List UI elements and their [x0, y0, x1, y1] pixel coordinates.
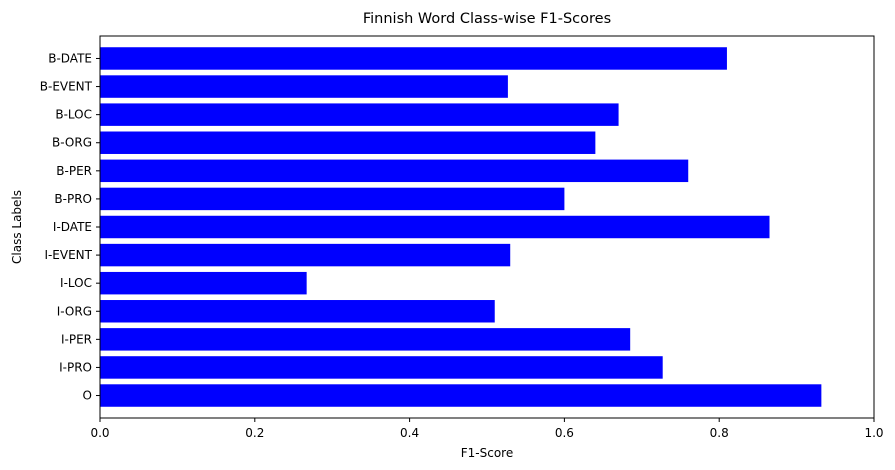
x-axis-label: F1-Score [461, 446, 513, 460]
y-tick-label: B-DATE [48, 51, 92, 65]
y-tick-label: O [83, 389, 92, 403]
bar-b-event [100, 75, 508, 98]
bar-i-event [100, 243, 511, 267]
y-tick-label: I-ORG [57, 304, 92, 318]
bar-o [100, 384, 822, 407]
bar-b-pro [100, 187, 565, 211]
y-tick-label: B-PRO [54, 192, 92, 206]
y-tick-label: B-PER [56, 164, 92, 178]
plot-area-frame [99, 35, 875, 419]
bar-b-date [100, 47, 727, 70]
y-tick-label: B-ORG [52, 136, 92, 150]
bar-i-loc [100, 271, 307, 295]
y-tick-label: I-PRO [59, 360, 92, 374]
y-tick-label: I-EVENT [44, 248, 92, 262]
y-tick-label: I-DATE [53, 220, 92, 234]
bar-b-per [100, 159, 689, 183]
x-tick-label: 1.0 [864, 426, 883, 440]
bar-b-loc [100, 103, 619, 126]
y-tick-label: I-LOC [60, 276, 92, 290]
x-tick-label: 0.6 [555, 426, 574, 440]
y-axis-label: Class Labels [10, 190, 24, 264]
y-tick-label: I-PER [61, 332, 92, 346]
y-axis-ticks: B-DATE B-EVENT B-LOC B-ORG B-PER B-PRO I-DATE I… [40, 51, 100, 403]
bar-b-org [100, 131, 596, 154]
x-tick-label: 0.0 [90, 426, 109, 440]
x-tick-label: 0.8 [710, 426, 729, 440]
x-tick-label: 0.4 [400, 426, 419, 440]
bar-i-pro [100, 356, 663, 379]
x-axis-ticks: 0.0 0.2 0.4 0.6 0.8 1.0 [90, 418, 884, 440]
bars-group [100, 47, 822, 407]
y-tick-label: B-EVENT [40, 80, 93, 94]
y-tick-label: B-LOC [55, 108, 92, 122]
bar-i-per [100, 328, 631, 351]
chart-title: Finnish Word Class-wise F1-Scores [363, 11, 611, 27]
x-tick-label: 0.2 [245, 426, 264, 440]
bar-i-date [100, 215, 770, 239]
bar-i-org [100, 300, 495, 323]
